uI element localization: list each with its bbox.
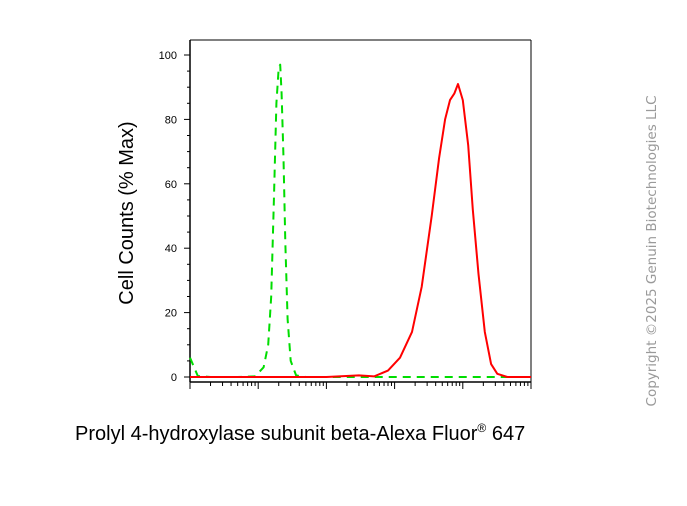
series-line-1	[189, 63, 531, 378]
copyright-watermark: Copyright ©2025 Genuin Biotechnologies L…	[644, 96, 660, 407]
y-tick-label: 100	[159, 50, 177, 62]
axes	[189, 39, 532, 383]
y-tick-label: 60	[165, 179, 177, 191]
y-tick-label: 40	[165, 243, 177, 255]
x-axis-label-suffix: 647	[486, 423, 525, 445]
y-tick-label: 20	[165, 308, 177, 320]
y-tick-label: 80	[165, 114, 177, 126]
y-axis-label: Cell Counts (% Max)	[116, 121, 138, 304]
y-tick-label: 0	[171, 372, 177, 384]
series-line-2	[190, 83, 531, 378]
x-axis-label-registered-mark: ®	[477, 421, 486, 435]
series-layer	[189, 63, 531, 378]
x-axis-label-main: Prolyl 4-hydroxylase subunit beta-Alexa …	[75, 423, 478, 445]
x-axis-label: Prolyl 4-hydroxylase subunit beta-Alexa …	[75, 421, 525, 445]
axis-ticks: 0 20 40 60 80 100	[159, 50, 532, 389]
